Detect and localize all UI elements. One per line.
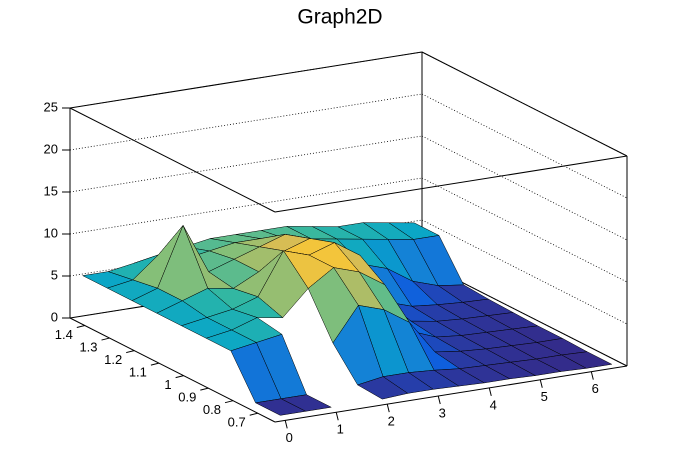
grid-line bbox=[421, 93, 628, 199]
x-tick-label: 5 bbox=[541, 389, 548, 404]
x-tick-label: 4 bbox=[490, 397, 497, 412]
grid-line bbox=[421, 177, 628, 283]
box-edge bbox=[69, 107, 276, 213]
x-tick bbox=[437, 395, 441, 405]
z-tick-label: 15 bbox=[44, 183, 58, 198]
x-tick-label: 0 bbox=[286, 430, 293, 445]
grid-line bbox=[421, 135, 628, 241]
z-tick-label: 5 bbox=[51, 267, 58, 282]
grid-line bbox=[421, 51, 628, 157]
x-tick-label: 3 bbox=[439, 405, 446, 420]
x-tick bbox=[335, 412, 339, 421]
axes: 0 5 10 15 20 25 0.7 0.8 0.9 1 1.1 1.2 1.3 1.4 0 1 2 3 4 5 6 bbox=[44, 99, 628, 445]
y-tick-label: 1 bbox=[164, 377, 171, 392]
x-tick bbox=[590, 371, 594, 380]
chart-title: Graph2D bbox=[297, 6, 382, 29]
grid-line bbox=[69, 93, 423, 151]
grid-line bbox=[69, 51, 423, 109]
y-tick-label: 1.2 bbox=[104, 352, 122, 367]
y-tick bbox=[76, 325, 85, 329]
y-tick-label: 1.4 bbox=[55, 327, 73, 342]
y-tick bbox=[126, 350, 135, 354]
x-tick-label: 1 bbox=[337, 422, 344, 437]
z-tick-label: 10 bbox=[44, 225, 58, 240]
y-tick-label: 1.1 bbox=[129, 365, 147, 380]
z-tick-label: 20 bbox=[44, 141, 58, 156]
x-tick-label: 2 bbox=[388, 414, 395, 429]
x-tick bbox=[386, 404, 390, 413]
z-tick-label: 25 bbox=[44, 99, 58, 114]
y-tick bbox=[175, 375, 184, 379]
grid-line bbox=[421, 261, 628, 367]
surface-cell bbox=[254, 398, 307, 416]
surface-cell bbox=[356, 376, 409, 400]
grid-line bbox=[69, 135, 423, 193]
z-tick-label: 0 bbox=[51, 309, 58, 324]
y-tick bbox=[200, 387, 209, 391]
y-tick bbox=[101, 337, 110, 341]
y-tick-label: 0.8 bbox=[203, 402, 221, 417]
x-tick-label: 6 bbox=[592, 381, 599, 396]
grid-line bbox=[421, 219, 628, 325]
y-tick-label: 0.7 bbox=[228, 415, 246, 430]
x-tick bbox=[539, 379, 543, 388]
x-tick bbox=[488, 387, 492, 397]
surface bbox=[81, 222, 613, 416]
x-tick bbox=[284, 420, 288, 429]
y-tick bbox=[150, 362, 160, 366]
x-axis bbox=[274, 365, 628, 423]
y-tick bbox=[249, 412, 258, 416]
y-tick-label: 1.3 bbox=[79, 339, 97, 354]
box-edge bbox=[274, 155, 628, 213]
y-axis bbox=[69, 317, 276, 423]
y-tick-label: 0.9 bbox=[178, 390, 196, 405]
grid-line bbox=[69, 177, 423, 235]
y-tick bbox=[224, 400, 234, 404]
